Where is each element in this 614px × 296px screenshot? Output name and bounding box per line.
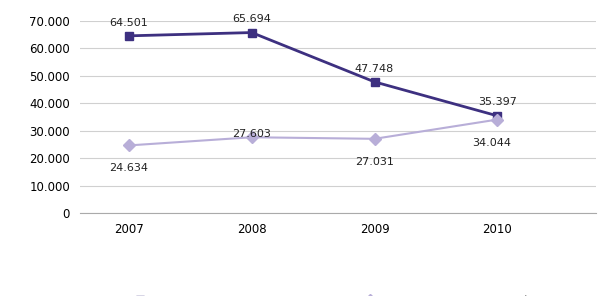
- Legend: Ed. Infantil - modalidade especial, Ed. Infantil - alunos incluídos: Ed. Infantil - modalidade especial, Ed. …: [125, 292, 551, 296]
- Text: 64.501: 64.501: [109, 17, 149, 28]
- Text: 24.634: 24.634: [109, 163, 149, 173]
- Text: 47.748: 47.748: [355, 64, 394, 73]
- Text: 27.031: 27.031: [355, 157, 394, 167]
- Text: 34.044: 34.044: [472, 138, 511, 148]
- Text: 65.694: 65.694: [232, 14, 271, 24]
- Text: 27.603: 27.603: [232, 129, 271, 139]
- Text: 35.397: 35.397: [478, 97, 517, 107]
